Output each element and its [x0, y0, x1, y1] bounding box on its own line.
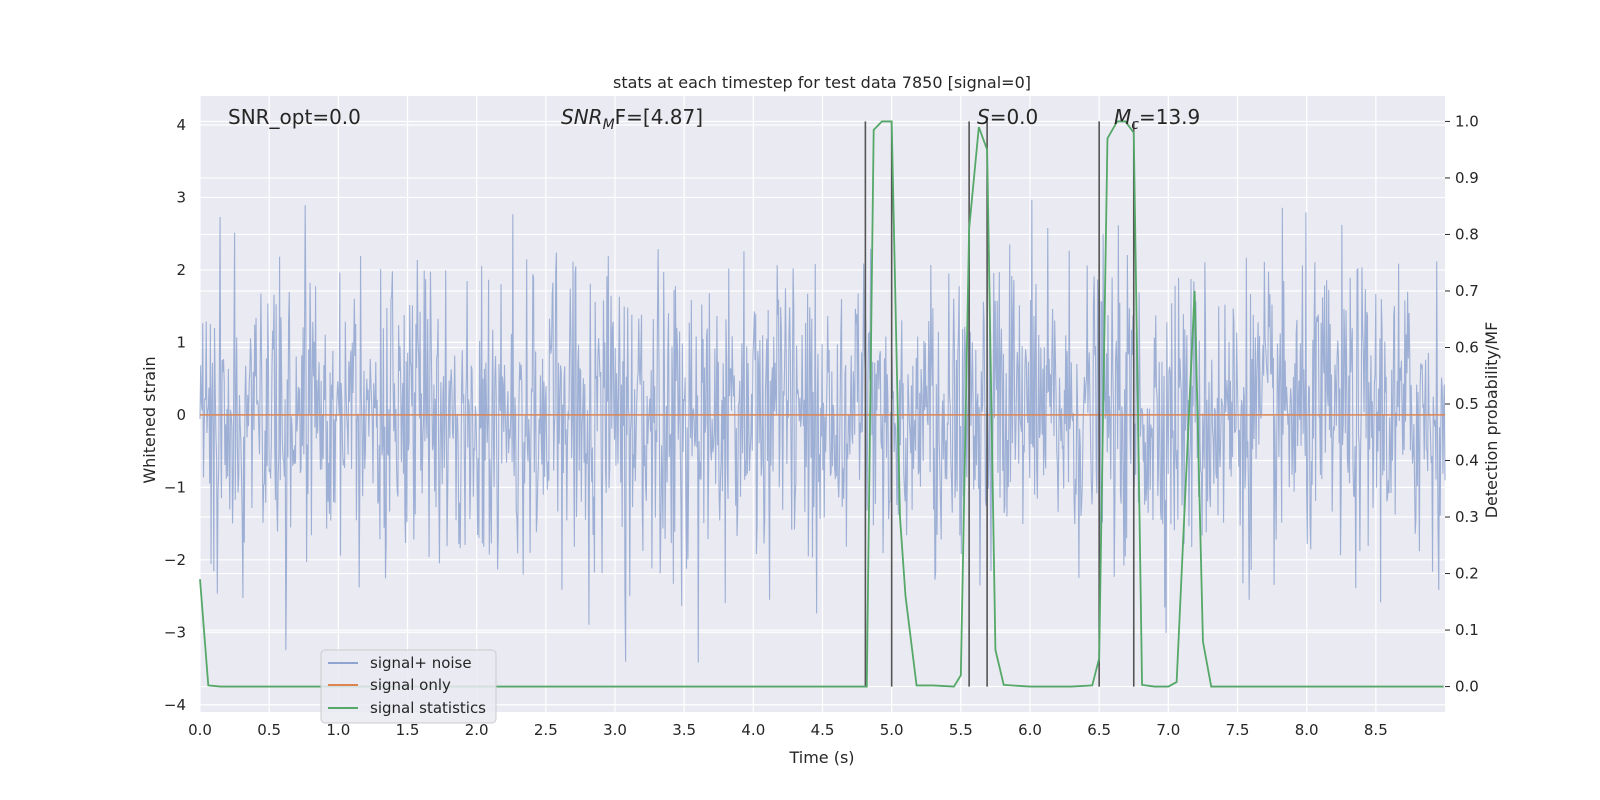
x-tick-label: 4.5	[811, 721, 835, 739]
x-tick-label: 3.0	[603, 721, 627, 739]
y-tick-label-right: 0.3	[1455, 508, 1479, 526]
x-tick-label: 7.5	[1226, 721, 1250, 739]
y-tick-label-right: 0.6	[1455, 338, 1479, 356]
x-tick-label: 5.0	[880, 721, 904, 739]
annotation-mc: Mc=13.9	[1114, 105, 1200, 133]
legend-label-signal: signal only	[370, 676, 451, 694]
legend-label-noise: signal+ noise	[370, 654, 472, 672]
y-tick-label-right: 0.9	[1455, 169, 1479, 187]
legend-box	[320, 649, 497, 724]
detection-vlines	[864, 121, 1135, 687]
y-tick-label-right: 0.7	[1455, 282, 1479, 300]
legend-label-stats: signal statistics	[370, 699, 486, 717]
annotation-s: S=0.0	[977, 105, 1038, 129]
stats-series	[199, 120, 1444, 688]
y-tick-label-right: 0.0	[1455, 678, 1479, 696]
annotation-snr-opt: SNR_opt=0.0	[228, 105, 361, 129]
y-tick-label-left: 4	[176, 116, 186, 134]
y-tick-label-left: 0	[176, 406, 186, 424]
y-tick-label-right: 1.0	[1455, 112, 1479, 130]
noise-line	[199, 199, 1446, 663]
y-tick-label-right: 0.1	[1455, 621, 1479, 639]
x-tick-label: 5.5	[949, 721, 973, 739]
y-tick-label-left: −4	[164, 696, 186, 714]
y-tick-label-right: 0.4	[1455, 452, 1479, 470]
signal-statistics-line	[199, 120, 1444, 688]
annotation-snr-mf: SNRMF=[4.87]	[561, 105, 703, 133]
legend: signal+ noise signal only signal statist…	[320, 649, 497, 724]
x-tick-label: 0.0	[188, 721, 212, 739]
y-tick-label-left: −2	[164, 551, 186, 569]
x-tick-label: 8.0	[1295, 721, 1319, 739]
chart-title: stats at each timestep for test data 785…	[613, 73, 1031, 92]
y-axis-label-right: Detection probability/MF	[1482, 322, 1501, 519]
y-tick-label-left: −3	[164, 623, 186, 641]
y-tick-label-right: 0.8	[1455, 225, 1479, 243]
y-tick-label-left: 1	[176, 333, 186, 351]
right-tick-labels: 1.0 0.9 0.8 0.7 0.6 0.5 0.4 0.3 0.2 0.1 0.0	[1445, 112, 1479, 696]
x-tick-label: 4.0	[741, 721, 765, 739]
x-tick-label: 2.0	[465, 721, 489, 739]
y-tick-label-right: 0.2	[1455, 565, 1479, 583]
x-tick-label: 1.5	[396, 721, 420, 739]
x-tick-label: 3.5	[672, 721, 696, 739]
y-tick-label-left: −1	[164, 478, 186, 496]
y-axis-label-left: Whitened strain	[140, 356, 159, 483]
x-tick-label: 7.0	[1156, 721, 1180, 739]
noise-series	[199, 199, 1446, 663]
x-tick-label: 6.5	[1087, 721, 1111, 739]
x-tick-label: 0.5	[257, 721, 281, 739]
x-tick-labels: 0.0 0.5 1.0 1.5 2.0 2.5 3.0 3.5 4.0 4.5 5.0 5.5 6.0 6…	[188, 721, 1388, 739]
x-axis-label: Time (s)	[788, 748, 854, 767]
y-tick-label-left: 3	[176, 188, 186, 206]
x-tick-label: 1.0	[326, 721, 350, 739]
y-tick-label-left: 2	[176, 261, 186, 279]
x-tick-label: 2.5	[534, 721, 558, 739]
left-tick-labels: 4 3 2 1 0 −1 −2 −3 −4	[164, 116, 186, 714]
x-tick-label: 6.0	[1018, 721, 1042, 739]
x-tick-label: 8.5	[1364, 721, 1388, 739]
y-tick-label-right: 0.5	[1455, 395, 1479, 413]
